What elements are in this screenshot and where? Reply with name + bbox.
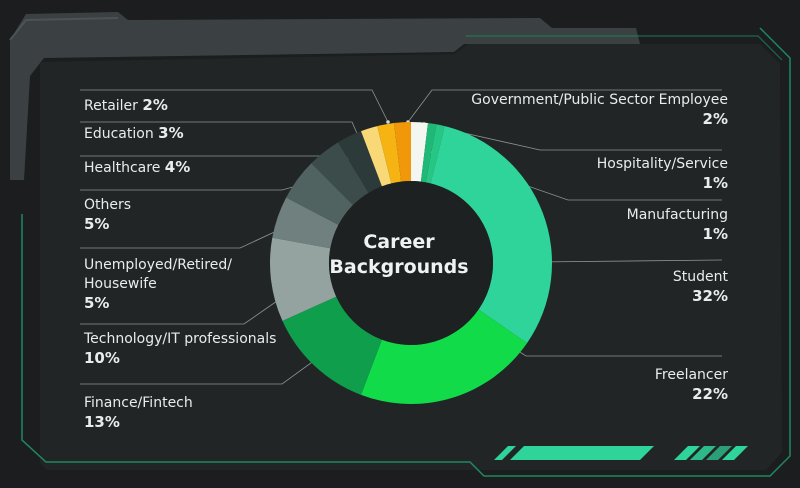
label-government: Government/Public Sector Employee 2%	[471, 92, 728, 128]
label-technology: Technology/IT professionals 10%	[84, 331, 277, 367]
leader-line	[407, 89, 722, 123]
donut-slice-others	[286, 163, 354, 225]
frame-top-tab	[10, 12, 640, 180]
chart-title-line1: Career	[363, 231, 435, 253]
donut-slice-unemployed-retired-housewife	[272, 197, 339, 249]
donut-chart	[270, 122, 552, 404]
label-others: Others 5%	[84, 197, 132, 233]
donut-slice-retailer	[361, 126, 392, 187]
label-hospitality: Hospitality/Service 1%	[596, 156, 728, 192]
chart-title: Career Backgrounds	[329, 230, 469, 280]
donut-slice-freelancer	[361, 309, 528, 404]
label-education: Education 3%	[84, 124, 184, 142]
donut-slice-student	[430, 126, 552, 344]
label-retailer: Retailer 2%	[84, 96, 168, 114]
donut-slice-retailer	[377, 123, 402, 184]
leader-line	[80, 291, 291, 325]
label-finance: Finance/Fintech 13%	[84, 395, 193, 431]
label-student: Student 32%	[672, 269, 728, 305]
decorative-bars	[494, 446, 748, 460]
frame-outline-upper	[466, 35, 783, 61]
donut-slice-retailer	[394, 122, 411, 182]
label-healthcare: Healthcare 4%	[84, 158, 191, 176]
frame-outline	[21, 27, 791, 477]
donut-slice-healthcare	[311, 142, 369, 206]
leader-line	[80, 89, 389, 123]
chart-title-line2: Backgrounds	[329, 256, 469, 278]
donut-slice-government-public-sector-employee	[411, 122, 428, 182]
donut-slice-education	[338, 131, 382, 193]
leader-dot	[386, 120, 390, 124]
label-unemployed: Unemployed/Retired/ Housewife 5%	[84, 257, 232, 312]
donut-hole	[329, 181, 493, 345]
label-manufacturing: Manufacturing 1%	[626, 207, 728, 243]
frame-tab-stripe	[9, 17, 119, 41]
donut-slice-technology-it-professionals	[270, 237, 337, 321]
donut-slice-manufacturing	[425, 124, 445, 184]
label-freelancer: Freelancer 22%	[654, 367, 728, 403]
donut-slice-hospitality-service	[420, 123, 437, 183]
donut-slice-finance-fintech	[282, 296, 382, 395]
leader-line	[535, 259, 723, 263]
